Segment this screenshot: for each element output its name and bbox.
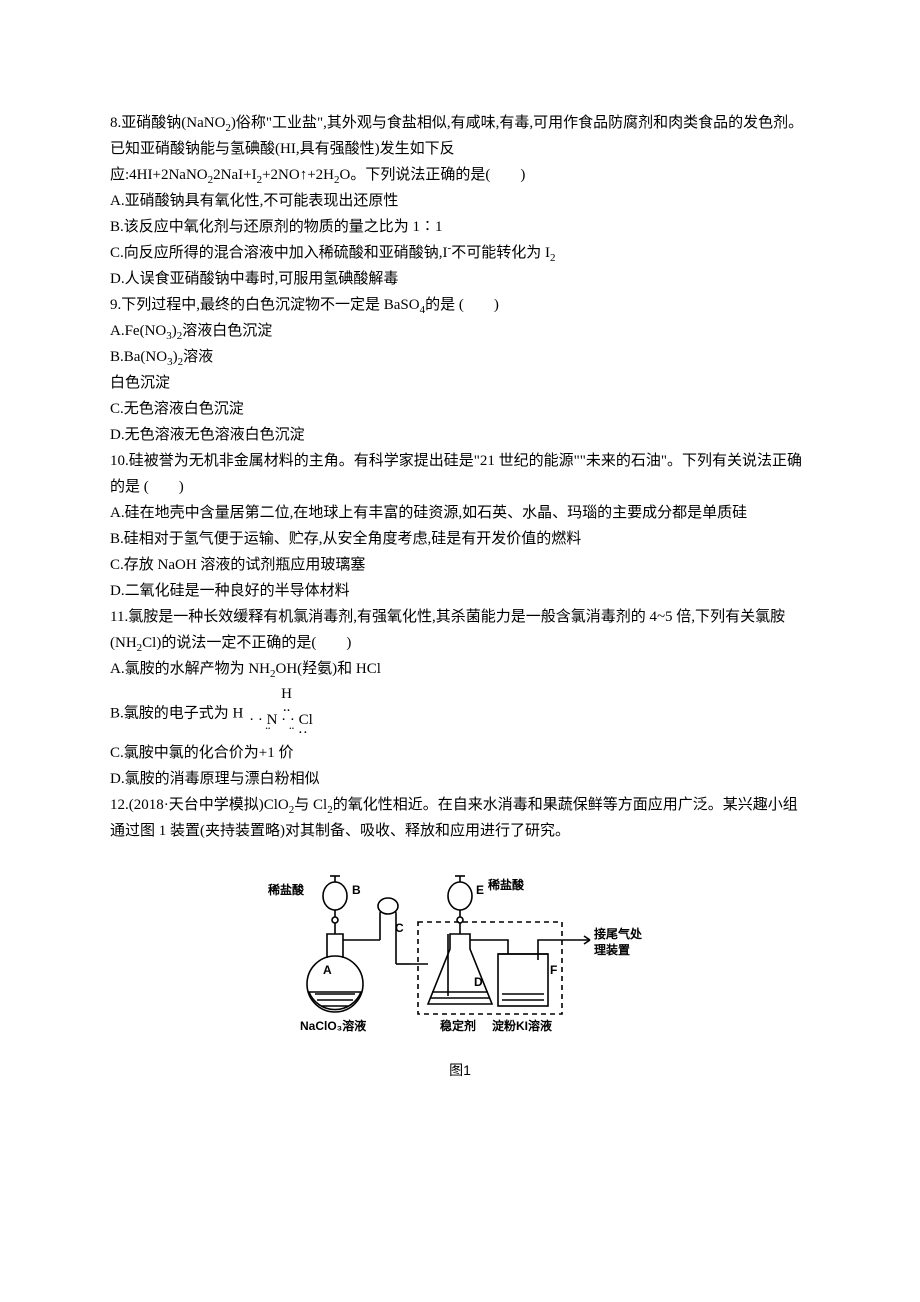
apparatus-svg: B 稀盐酸 C E 稀盐酸 A D F 接尾气处 理装置 NaClO₃溶液 稳定…	[260, 854, 660, 1044]
sub: 2	[550, 252, 556, 264]
label-B: B	[352, 883, 361, 897]
page-content: 8.亚硝酸钠(NaNO2)俗称"工业盐",其外观与食盐相似,有咸味,有毒,可用作…	[0, 0, 920, 1163]
text: 9.下列过程中,最终的白色沉淀物不一定是 BaSO	[110, 297, 420, 313]
figure-1: B 稀盐酸 C E 稀盐酸 A D F 接尾气处 理装置 NaClO₃溶液 稳定…	[110, 854, 810, 1083]
q8-stem: 8.亚硝酸钠(NaNO2)俗称"工业盐",其外观与食盐相似,有咸味,有毒,可用作…	[110, 110, 810, 162]
q9-option-b-line1: B.Ba(NO3)2溶液	[110, 344, 810, 370]
label-F: F	[550, 963, 557, 977]
text: 的是 ( )	[425, 297, 499, 313]
text: OH(羟氨)和 HCl	[276, 661, 381, 677]
text: B.氯胺的电子式为 H	[110, 705, 243, 721]
q12-stem: 12.(2018·天台中学模拟)ClO2与 Cl2的氧化性相近。在自来水消毒和果…	[110, 792, 810, 844]
text: 应:4HI+2NaNO	[110, 167, 208, 183]
q9-stem: 9.下列过程中,最终的白色沉淀物不一定是 BaSO4的是 ( )	[110, 292, 810, 318]
text: 溶液白色沉淀	[182, 323, 272, 339]
q8-option-c: C.向反应所得的混合溶液中加入稀硫酸和亚硝酸钠,I-不可能转化为 I2	[110, 240, 810, 266]
text: 与 Cl	[294, 797, 327, 813]
q10-option-d: D.二氧化硅是一种良好的半导体材料	[110, 578, 810, 604]
q9-option-a: A.Fe(NO3)2溶液白色沉淀	[110, 318, 810, 344]
label-tailgas-l1: 接尾气处	[594, 926, 643, 941]
text: 2NaI+I	[213, 167, 256, 183]
label-A: A	[323, 963, 332, 977]
q8-option-b: B.该反应中氧化剂与还原剂的物质的量之比为 1∶1	[110, 214, 810, 240]
label-starch-ki: 淀粉KI溶液	[492, 1018, 552, 1033]
q11-option-d: D.氯胺的消毒原理与漂白粉相似	[110, 766, 810, 792]
label-naclo3: NaClO₃溶液	[300, 1018, 366, 1033]
text: +2NO↑+2H	[262, 167, 334, 183]
label-E: E	[476, 883, 484, 897]
text: 不可能转化为 I	[451, 245, 550, 261]
q11-option-c: C.氯胺中氯的化合价为+1 价	[110, 740, 810, 766]
q10-option-c: C.存放 NaOH 溶液的试剂瓶应用玻璃塞	[110, 552, 810, 578]
text: A.Fe(NO	[110, 323, 166, 339]
q11-option-b: B.氯胺的电子式为 H H .. · · N · · Cl ¨ ¨ ··	[110, 688, 810, 740]
q11-stem: 11.氯胺是一种长效缓释有机氯消毒剂,有强氧化性,其杀菌能力是一般含氯消毒剂的 …	[110, 604, 810, 656]
label-tailgas-l2: 理装置	[594, 942, 630, 957]
text: O。下列说法正确的是( )	[340, 167, 526, 183]
text: 8.亚硝酸钠(NaNO	[110, 115, 225, 131]
q10-stem: 10.硅被誉为无机非金属材料的主角。有科学家提出硅是"21 世纪的能源""未来的…	[110, 448, 810, 500]
text: 溶液	[183, 349, 213, 365]
text: B.Ba(NO	[110, 349, 167, 365]
q8-option-d: D.人误食亚硝酸钠中毒时,可服用氢碘酸解毒	[110, 266, 810, 292]
q9-option-b-line2: 白色沉淀	[110, 370, 810, 396]
q9-option-d: D.无色溶液无色溶液白色沉淀	[110, 422, 810, 448]
q9-option-c: C.无色溶液白色沉淀	[110, 396, 810, 422]
q10-option-b: B.硅相对于氢气便于运输、贮存,从安全角度考虑,硅是有开发价值的燃料	[110, 526, 810, 552]
q11-option-a: A.氯胺的水解产物为 NH2OH(羟氨)和 HCl	[110, 656, 810, 682]
q8-option-a: A.亚硝酸钠具有氧化性,不可能表现出还原性	[110, 188, 810, 214]
label-D: D	[474, 975, 483, 989]
text: C.向反应所得的混合溶液中加入稀硫酸和亚硝酸钠,I	[110, 245, 448, 261]
label-stabilizer: 稳定剂	[440, 1018, 476, 1033]
q8-equation: 应:4HI+2NaNO22NaI+I2+2NO↑+2H2O。下列说法正确的是( …	[110, 162, 810, 188]
text: Cl)的说法一定不正确的是( )	[142, 635, 351, 651]
figure-caption: 图1	[110, 1057, 810, 1083]
text: A.氯胺的水解产物为 NH	[110, 661, 270, 677]
electron-formula: H .. · · N · · Cl ¨ ¨ ··	[249, 688, 313, 740]
label-dilute-hcl-left: 稀盐酸	[268, 882, 305, 897]
text: 12.(2018·天台中学模拟)ClO	[110, 797, 289, 813]
label-C: C	[395, 921, 404, 935]
q10-option-a: A.硅在地壳中含量居第二位,在地球上有丰富的硅资源,如石英、水晶、玛瑙的主要成分…	[110, 500, 810, 526]
label-dilute-hcl-right: 稀盐酸	[488, 877, 525, 892]
